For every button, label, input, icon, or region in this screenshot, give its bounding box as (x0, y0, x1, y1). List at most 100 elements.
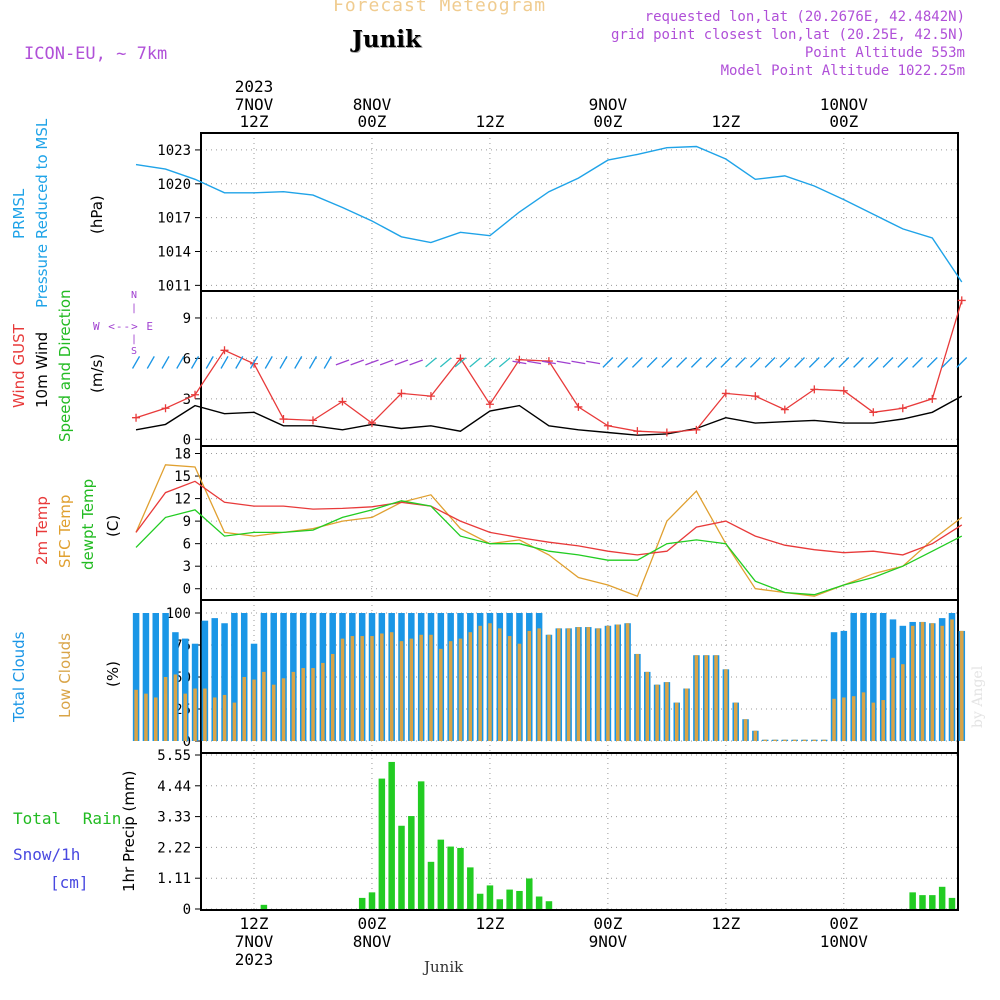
low-clouds-bar (901, 664, 905, 741)
low-clouds-bar (566, 628, 571, 741)
wind-direction-arrow (631, 357, 643, 368)
wind-direction-arrow (527, 360, 542, 365)
footer-station: Junik (424, 958, 464, 976)
wind-direction-arrow (365, 359, 379, 366)
low-clouds-bar (861, 692, 866, 741)
wind-direction-arrow (439, 357, 452, 368)
wind-direction-arrow (308, 356, 318, 369)
low-clouds-bar (881, 700, 885, 741)
wind-ytick-label: 9 (183, 311, 191, 327)
low-clouds-bar (439, 648, 443, 741)
model-name: ICON-EU, ~ 7km (24, 44, 168, 64)
wind-direction-arrow (409, 359, 423, 366)
rain-bar (506, 889, 513, 909)
low-clouds-bar (655, 684, 659, 741)
rain-bar (948, 897, 956, 909)
low-clouds-bar (851, 696, 856, 741)
wind-direction-arrow (220, 356, 229, 369)
bottom-hour-label: 00Z (358, 914, 387, 933)
low-clouds-bar (871, 702, 876, 741)
wind-direction-arrow (956, 357, 968, 368)
wind-gust-line (135, 300, 963, 434)
wind-direction-arrow (838, 357, 850, 368)
wind-gust-marker (485, 400, 494, 409)
rain-bar (938, 886, 946, 909)
wind-gust-marker (250, 359, 258, 368)
wind-gust-marker (338, 397, 347, 406)
wind-direction-arrow (617, 357, 629, 368)
rain-bar (260, 904, 268, 909)
wind-direction-arrow (556, 360, 571, 365)
top-date-label: 9NOV (589, 95, 628, 114)
wind-gust-marker (603, 421, 612, 430)
wind-gust-marker (426, 392, 435, 401)
low-clouds-bar (301, 668, 305, 741)
pressure-line (135, 145, 963, 283)
wind-gust-marker (161, 404, 170, 413)
wind-direction-arrow (941, 357, 953, 368)
pressure-panel: 1011 1014 1017 1020 1023 (157, 132, 959, 294)
wind-gust-marker (780, 405, 789, 414)
wind-direction-arrow (735, 357, 746, 368)
wind-direction-arrow (897, 357, 909, 368)
total-clouds-bar (231, 613, 238, 741)
wind-gust-marker (692, 425, 701, 434)
top-hour-label: 00Z (829, 112, 858, 131)
low-clouds-bar (832, 698, 836, 741)
temp-2m-line (135, 480, 963, 556)
top-hour-label: 00Z (593, 112, 622, 131)
low-clouds-bar (212, 697, 217, 741)
low-clouds-bar (193, 688, 197, 741)
rain-bar (447, 846, 454, 909)
low-clouds-bar (399, 641, 404, 741)
wind-direction-arrow (646, 357, 658, 368)
wind-direction-arrow (425, 357, 437, 368)
wind-direction-arrow (264, 356, 273, 369)
low-clouds-bar (321, 662, 325, 741)
wind-direction-arrow (661, 357, 673, 368)
low-clouds-bar (635, 653, 640, 741)
compass-pipe-bottom: | (131, 334, 138, 345)
low-clouds-bar (891, 657, 895, 741)
low-clouds-bar (370, 636, 374, 741)
low-clouds-bar (674, 702, 679, 741)
rain-bar (486, 885, 494, 909)
top-hour-label: 12Z (711, 112, 740, 131)
wind-gust-marker (397, 389, 406, 398)
wind-direction-arrow (808, 357, 820, 368)
dewpt-temp-line (135, 500, 963, 596)
sfc-temp-line (135, 464, 963, 598)
wind-direction-arrow (705, 357, 717, 368)
wind-direction-arrow (335, 359, 350, 366)
low-clouds-bar (183, 693, 187, 741)
low-clouds-bar (645, 671, 649, 741)
bottom-date-label: 10NOV (820, 932, 869, 951)
low-clouds-bar (625, 623, 630, 741)
low-clouds-bar (792, 739, 797, 741)
low-clouds-bar (330, 653, 335, 741)
low-clouds-bar (488, 623, 492, 741)
low-clouds-bar (242, 677, 246, 741)
low-clouds-bar (940, 625, 944, 741)
top-hour-label: 12Z (240, 112, 269, 131)
wind-direction-arrow (498, 357, 511, 368)
low-clouds-bar (586, 627, 591, 741)
low-clouds-bar (557, 628, 561, 741)
compass-south: S (131, 346, 138, 357)
wind-direction-arrow (541, 360, 556, 365)
rain-bar (929, 895, 936, 909)
wind-direction-arrow (586, 360, 601, 365)
low-clouds-bar (478, 625, 482, 741)
total-clouds-bar (201, 620, 209, 741)
wind-gust-marker (279, 415, 288, 424)
rain-bar (496, 899, 504, 909)
rain-bar (358, 897, 366, 909)
bottom-hour-label: 12Z (711, 914, 740, 933)
pressure-ytick-label: 1011 (157, 278, 191, 294)
low-clouds-bar (134, 689, 138, 741)
wind-gust-marker (191, 390, 200, 399)
wind-gust-marker (308, 416, 317, 425)
wind-direction-arrow (161, 356, 170, 369)
temp-ytick-label: 18 (174, 447, 191, 463)
